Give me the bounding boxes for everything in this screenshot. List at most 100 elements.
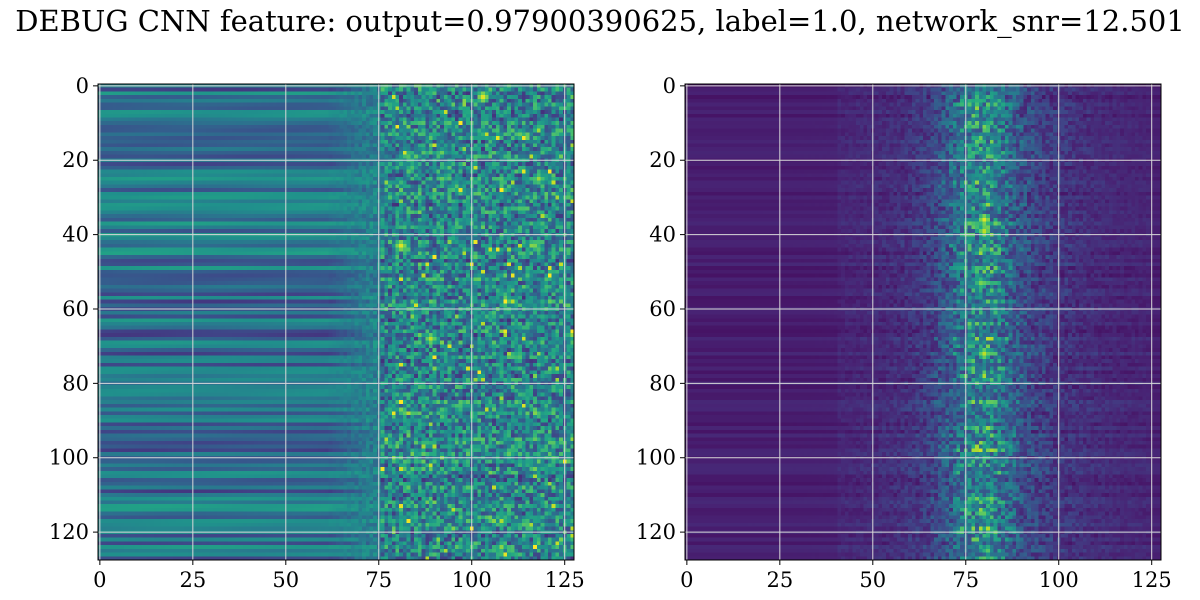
- heatmap-cell: [496, 184, 500, 188]
- heatmap-cell: [217, 136, 221, 140]
- heatmap-cell: [172, 121, 176, 125]
- heatmap-cell: [343, 210, 347, 214]
- heatmap-cell: [485, 177, 489, 181]
- heatmap-cell: [362, 207, 366, 211]
- heatmap-cell: [258, 114, 262, 118]
- heatmap-cell: [120, 225, 124, 229]
- heatmap-cell: [105, 214, 109, 218]
- heatmap-cell: [329, 110, 333, 114]
- heatmap-cell: [176, 192, 180, 196]
- heatmap-cell: [258, 132, 262, 136]
- heatmap-cell: [343, 114, 347, 118]
- heatmap-cell: [358, 166, 362, 170]
- heatmap-cell: [135, 210, 139, 214]
- heatmap-cell: [288, 192, 292, 196]
- heatmap-cell: [567, 147, 571, 151]
- heatmap-cell: [228, 192, 232, 196]
- heatmap-cell: [362, 184, 366, 188]
- heatmap-cell: [120, 103, 124, 107]
- heatmap-cell: [236, 140, 240, 144]
- heatmap-cell: [280, 88, 284, 92]
- heatmap-cell: [288, 140, 292, 144]
- heatmap-cell: [128, 222, 132, 226]
- heatmap-cell: [429, 103, 433, 107]
- heatmap-cell: [384, 136, 388, 140]
- heatmap-cell: [407, 214, 411, 218]
- heatmap-cell: [351, 103, 355, 107]
- heatmap-cell: [247, 103, 251, 107]
- heatmap-cell: [117, 181, 121, 185]
- heatmap-cell: [236, 106, 240, 110]
- heatmap-cell: [172, 151, 176, 155]
- heatmap-cell: [250, 106, 254, 110]
- heatmap-cell: [392, 184, 396, 188]
- heatmap-cell: [399, 166, 403, 170]
- heatmap-cell: [399, 196, 403, 200]
- heatmap-cell: [459, 147, 463, 151]
- heatmap-cell: [548, 125, 552, 129]
- heatmap-cell: [131, 155, 135, 159]
- heatmap-cell: [336, 210, 340, 214]
- heatmap-cell: [154, 132, 158, 136]
- heatmap-cell: [462, 162, 466, 166]
- heatmap-cell: [466, 147, 470, 151]
- heatmap-cell: [466, 196, 470, 200]
- heatmap-cell: [384, 166, 388, 170]
- heatmap-cell: [347, 140, 351, 144]
- heatmap-cell: [492, 129, 496, 133]
- heatmap-cell: [548, 140, 552, 144]
- heatmap-cell: [314, 166, 318, 170]
- heatmap-cell: [187, 114, 191, 118]
- heatmap-cell: [139, 106, 143, 110]
- heatmap-cell: [500, 151, 504, 155]
- heatmap-cell: [518, 162, 522, 166]
- heatmap-cell: [295, 110, 299, 114]
- heatmap-cell: [269, 177, 273, 181]
- heatmap-cell: [210, 91, 214, 95]
- heatmap-cell: [518, 222, 522, 226]
- heatmap-cell: [466, 166, 470, 170]
- heatmap-cell: [105, 222, 109, 226]
- heatmap-cell: [217, 125, 221, 129]
- heatmap-cell: [373, 106, 377, 110]
- heatmap-cell: [254, 218, 258, 222]
- heatmap-cell: [518, 132, 522, 136]
- heatmap-cell: [102, 222, 106, 226]
- heatmap-cell: [314, 140, 318, 144]
- heatmap-cell: [105, 144, 109, 148]
- heatmap-cell: [388, 114, 392, 118]
- heatmap-cell: [224, 162, 228, 166]
- heatmap-cell: [236, 162, 240, 166]
- heatmap-cell: [358, 129, 362, 133]
- heatmap-cell: [340, 192, 344, 196]
- heatmap-cell: [567, 88, 571, 92]
- heatmap-cell: [202, 91, 206, 95]
- heatmap-cell: [488, 151, 492, 155]
- heatmap-cell: [526, 214, 530, 218]
- heatmap-cell: [243, 103, 247, 107]
- heatmap-cell: [172, 106, 176, 110]
- heatmap-cell: [254, 125, 258, 129]
- heatmap-cell: [332, 207, 336, 211]
- heatmap-cell: [187, 144, 191, 148]
- heatmap-cell: [477, 144, 481, 148]
- heatmap-cell: [198, 151, 202, 155]
- heatmap-cell: [444, 151, 448, 155]
- heatmap-cell: [533, 162, 537, 166]
- heatmap-cell: [414, 144, 418, 148]
- heatmap-cell: [440, 132, 444, 136]
- heatmap-cell: [143, 199, 147, 203]
- heatmap-cell: [154, 196, 158, 200]
- heatmap-cell: [355, 103, 359, 107]
- heatmap-cell: [228, 114, 232, 118]
- heatmap-cell: [407, 199, 411, 203]
- heatmap-cell: [310, 110, 314, 114]
- heatmap-cell: [358, 214, 362, 218]
- heatmap-cell: [440, 151, 444, 155]
- heatmap-cell: [250, 91, 254, 95]
- heatmap-cell: [444, 207, 448, 211]
- heatmap-cell: [522, 181, 526, 185]
- heatmap-cell: [295, 199, 299, 203]
- heatmap-cell: [500, 121, 504, 125]
- heatmap-cell: [258, 151, 262, 155]
